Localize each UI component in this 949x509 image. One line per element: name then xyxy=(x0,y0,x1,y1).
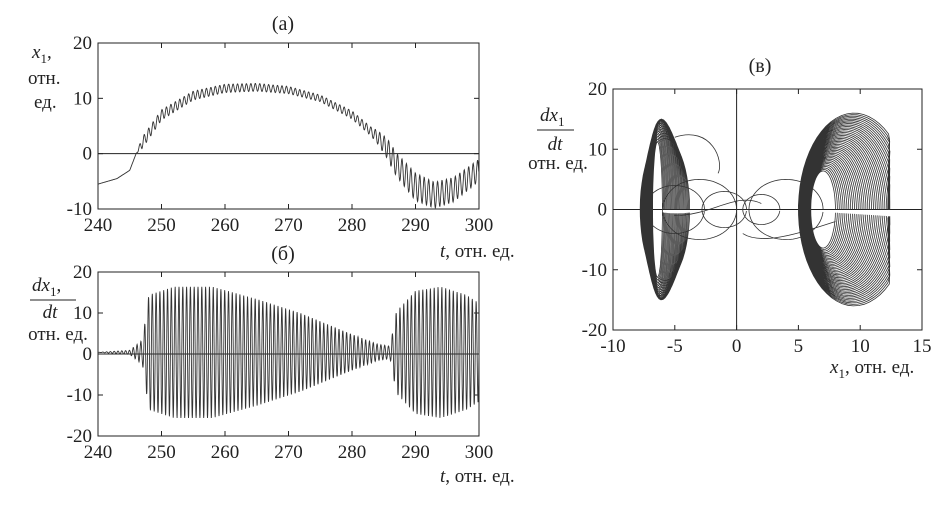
y-axis-label-numerator: dx1 xyxy=(540,105,564,129)
x-axis-label: t, отн. ед. xyxy=(440,466,515,487)
x-tick-label: 280 xyxy=(338,442,367,463)
panel-title: (в) xyxy=(749,55,772,77)
y-axis-label: x1, xyxy=(31,42,52,66)
x-tick-label: 300 xyxy=(465,442,494,463)
y-axis-label-num-var: dx xyxy=(32,275,51,296)
y-tick-label: 10 xyxy=(73,303,92,324)
y-axis-label-comma: , xyxy=(47,42,52,63)
x-axis-label-unit: , отн. ед. xyxy=(845,357,914,378)
x-tick-label: -10 xyxy=(600,336,625,357)
x-tick-label: 260 xyxy=(211,442,240,463)
x-tick-label: 10 xyxy=(851,336,870,357)
x-tick-label: 0 xyxy=(732,336,742,357)
y-axis-label-numerator: dx1, xyxy=(32,275,61,299)
x-tick-label: 270 xyxy=(274,215,303,236)
y-axis-label-num-var: dx xyxy=(540,105,559,126)
x-axis-label-var: t xyxy=(440,466,446,487)
series-dx1dt-line xyxy=(97,286,480,419)
x-tick-label: 280 xyxy=(338,215,367,236)
x-axis-label: x1, отн. ед. xyxy=(829,357,914,381)
x-tick-label: 260 xyxy=(211,215,240,236)
x-tick-label: 250 xyxy=(147,442,176,463)
series-x1-line xyxy=(97,83,480,210)
y-axis-label-var: x xyxy=(31,42,41,63)
y-tick-label: 20 xyxy=(73,33,92,54)
y-axis-label-sub: 1 xyxy=(40,51,47,66)
x-axis-label-var: x xyxy=(829,357,839,378)
panel-title: (a) xyxy=(272,13,294,35)
y-axis-label-unit: отн. ед. xyxy=(28,324,88,345)
x-tick-label: 5 xyxy=(794,336,804,357)
y-tick-label: -10 xyxy=(582,260,607,281)
y-tick-label: 0 xyxy=(83,144,93,165)
x-tick-label: 240 xyxy=(84,215,113,236)
panel-title: (б) xyxy=(271,243,295,265)
y-tick-label: 0 xyxy=(83,344,93,365)
y-axis-label-denominator: dt xyxy=(548,134,564,155)
y-tick-label: -10 xyxy=(67,199,92,220)
y-axis-label-num-sub: 1 xyxy=(50,284,57,299)
y-tick-label: -20 xyxy=(67,426,92,447)
y-tick-label: 10 xyxy=(588,139,607,160)
x-tick-label: 290 xyxy=(401,442,430,463)
y-tick-label: 10 xyxy=(73,88,92,109)
panel-a: 240 250 260 270 280 290 300-1001020(a)x1,отн.е… xyxy=(28,13,515,262)
x-axis-label-unit: , отн. ед. xyxy=(445,466,514,487)
y-axis-label-denominator: dt xyxy=(43,302,59,323)
x-axis-label-sub: 1 xyxy=(838,366,845,381)
y-axis-label-unit: отн. ед. xyxy=(528,153,588,174)
x-tick-label: 270 xyxy=(274,442,303,463)
y-axis-label-comma: , xyxy=(56,275,61,296)
y-tick-label: 0 xyxy=(598,200,608,221)
y-axis-label-unit: отн. xyxy=(28,68,60,89)
x-axis-label: t, отн. ед. xyxy=(440,241,515,262)
y-tick-label: 20 xyxy=(588,79,607,100)
x-tick-label: 240 xyxy=(84,442,113,463)
plot-frame xyxy=(97,42,480,210)
y-tick-label: -10 xyxy=(67,385,92,406)
x-tick-label: 300 xyxy=(465,215,494,236)
y-tick-label: -20 xyxy=(582,320,607,341)
y-axis-label-unit: ед. xyxy=(34,92,57,113)
series-phase-portrait xyxy=(639,112,891,307)
x-axis-label-var: t xyxy=(440,241,446,262)
panel-b: 240 250 260 270 280 290 300-20-1001020(б)dx1,d… xyxy=(28,243,515,487)
x-tick-label: 15 xyxy=(913,336,932,357)
x-tick-label: 250 xyxy=(147,215,176,236)
y-tick-label: 20 xyxy=(73,262,92,283)
x-tick-label: -5 xyxy=(667,336,683,357)
y-axis-label-num-sub: 1 xyxy=(558,114,565,129)
x-tick-label: 290 xyxy=(401,215,430,236)
x-axis-label-unit: , отн. ед. xyxy=(445,241,514,262)
